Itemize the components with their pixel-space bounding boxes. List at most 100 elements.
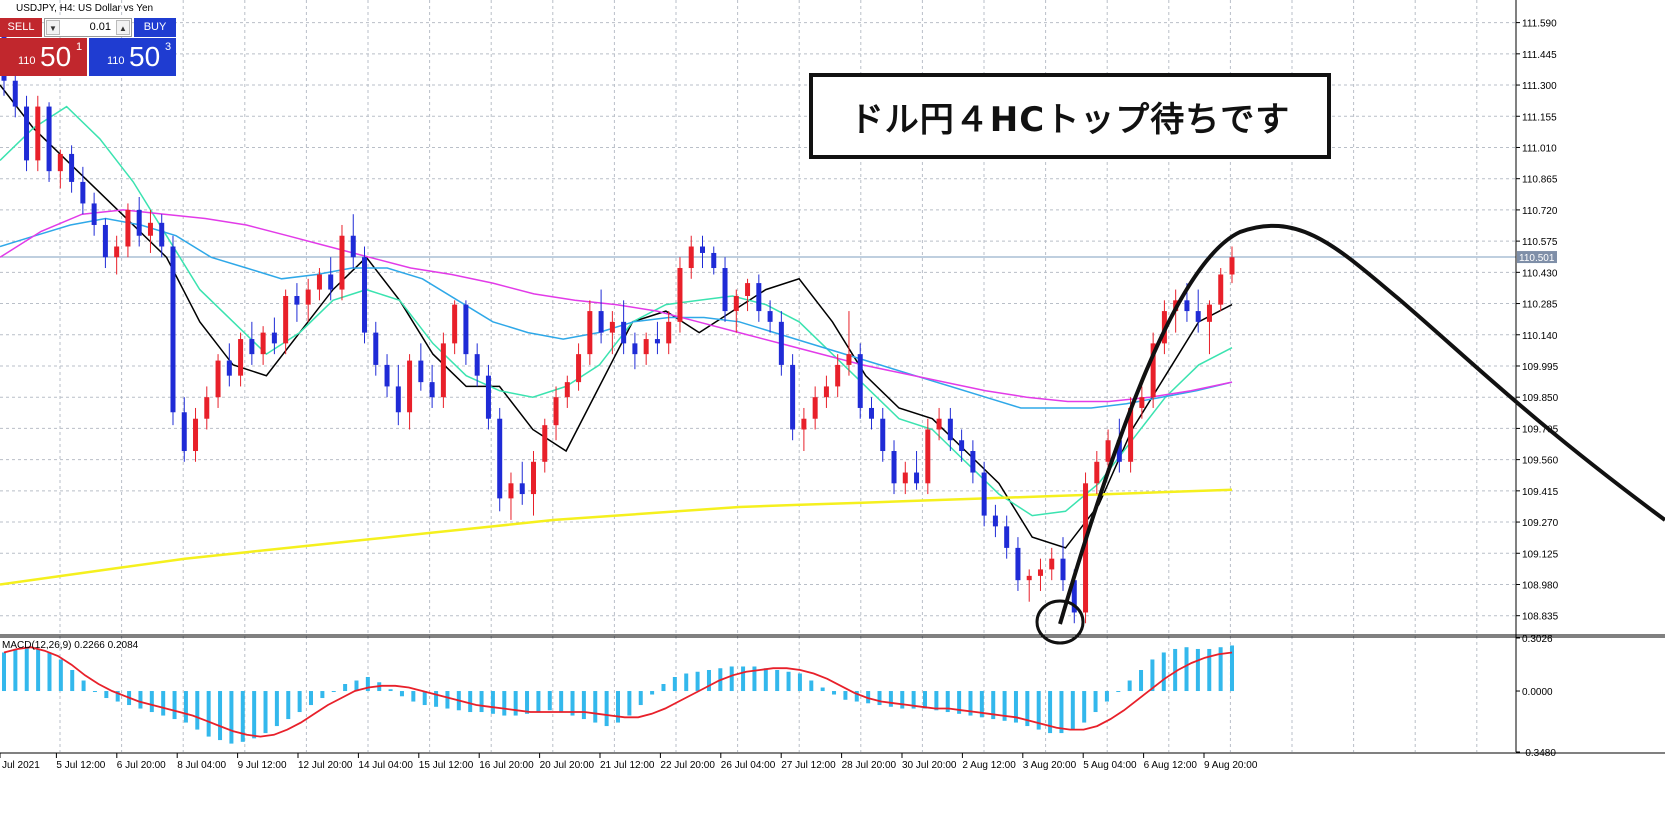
- macd-bar: [388, 689, 393, 692]
- price-tick-label: 109.415: [1522, 487, 1559, 498]
- bear-candle: [350, 235, 356, 258]
- macd-bar: [24, 647, 29, 692]
- bear-candle: [226, 360, 232, 376]
- lot-size-field[interactable]: ▼ 0.01 ▲: [44, 18, 132, 37]
- price-tick-label: 109.270: [1522, 518, 1559, 529]
- macd-bar: [1025, 691, 1030, 727]
- price-tick-label: 108.980: [1522, 580, 1559, 591]
- macd-bar: [1161, 652, 1166, 692]
- bull-candle: [1206, 304, 1212, 322]
- time-tick-label: 5 Jul 12:00: [56, 760, 105, 771]
- macd-bar: [979, 691, 984, 718]
- macd-bar: [47, 652, 52, 692]
- sell-price-sup: 1: [76, 41, 83, 53]
- macd-bar: [1127, 680, 1132, 692]
- macd-bar: [945, 691, 950, 713]
- macd-bar: [1036, 691, 1041, 730]
- macd-bar: [252, 691, 257, 739]
- macd-bar: [1059, 691, 1064, 734]
- time-tick-label: 21 Jul 12:00: [600, 760, 655, 771]
- macd-bar: [479, 691, 484, 713]
- macd-bar: [888, 691, 893, 707]
- bottom-circle: [1035, 599, 1085, 645]
- bull-candle: [609, 321, 615, 333]
- macd-bar: [536, 691, 541, 713]
- macd-bar: [1082, 691, 1087, 723]
- bull-candle: [666, 321, 672, 344]
- bear-candle: [136, 209, 142, 236]
- sell-button[interactable]: SELL: [0, 18, 42, 37]
- macd-bar: [1116, 691, 1121, 693]
- bear-candle: [519, 483, 525, 495]
- macd-bar: [1104, 691, 1109, 702]
- macd-bar: [775, 669, 780, 692]
- macd-bar: [866, 691, 871, 704]
- symbol-label: USDJPY, H4: US Dollar vs Yen: [16, 3, 153, 14]
- macd-bar: [1139, 669, 1144, 692]
- sell-price-button[interactable]: 110 50 1: [0, 38, 87, 76]
- macd-bar: [1218, 647, 1223, 692]
- price-tick-label: 110.140: [1522, 331, 1558, 342]
- macd-bar: [434, 691, 439, 707]
- bull-candle: [193, 418, 199, 452]
- bull-candle: [1128, 407, 1134, 462]
- buy-price-big: 50: [129, 41, 161, 72]
- macd-bar: [661, 684, 666, 692]
- macd-bar: [206, 691, 211, 737]
- macd-bar: [36, 648, 41, 692]
- bear-candle: [373, 332, 379, 365]
- time-tick-label: 28 Jul 20:00: [842, 760, 897, 771]
- price-tick-label: 111.300: [1522, 81, 1557, 92]
- macd-bar: [183, 691, 188, 723]
- lot-up-icon[interactable]: ▲: [116, 20, 130, 35]
- bull-candle: [1026, 575, 1032, 581]
- macd-bar: [161, 691, 166, 716]
- bear-candle: [632, 343, 638, 355]
- bear-candle: [970, 451, 976, 473]
- macd-bar: [309, 691, 313, 706]
- macd-bar: [13, 648, 18, 692]
- macd-bar: [1070, 691, 1075, 730]
- time-tick-label: 2 Aug 12:00: [962, 760, 1016, 771]
- time-tick-label: 30 Jul 20:00: [902, 760, 957, 771]
- macd-panel: [2, 645, 1234, 744]
- sell-price-small: 110: [18, 55, 36, 67]
- macd-bar: [729, 666, 734, 692]
- bull-candle: [508, 483, 514, 499]
- bear-candle: [12, 80, 18, 107]
- price-tick-label: 110.865: [1522, 175, 1558, 186]
- bull-candle: [745, 283, 751, 297]
- bull-candle: [316, 274, 322, 290]
- lot-down-icon[interactable]: ▼: [46, 20, 60, 35]
- macd-bar: [877, 691, 882, 706]
- bear-candle: [395, 386, 401, 413]
- macd-bar: [354, 680, 359, 692]
- time-tick-label: 22 Jul 20:00: [660, 760, 715, 771]
- buy-price-button[interactable]: 110 50 3: [89, 38, 176, 76]
- time-axis: Jul 2021 5 Jul 12:00 6 Jul 20:00 8 Jul 04:0…: [0, 753, 1258, 771]
- bear-candle: [485, 375, 491, 419]
- bull-candle: [688, 246, 694, 269]
- buy-button[interactable]: BUY: [134, 18, 176, 37]
- macd-bar: [638, 691, 643, 706]
- bear-candle: [880, 418, 886, 452]
- bull-candle: [1049, 558, 1055, 570]
- bear-candle: [170, 246, 176, 413]
- bull-candle: [576, 354, 582, 383]
- bear-candle: [654, 339, 660, 344]
- macd-bar: [991, 691, 996, 720]
- macd-bar: [1184, 647, 1189, 692]
- macd-bar: [1002, 691, 1007, 721]
- sell-price-big: 50: [40, 41, 72, 72]
- time-tick-label: 15 Jul 12:00: [419, 760, 474, 771]
- bear-candle: [756, 283, 762, 312]
- bear-candle: [328, 274, 334, 290]
- one-click-trading-panel: SELL ▼ 0.01 ▲ BUY 110 50 1 110 50 3: [0, 18, 176, 76]
- bull-candle: [1150, 343, 1156, 398]
- macd-bar: [172, 691, 177, 720]
- bear-candle: [69, 153, 75, 182]
- time-tick-label: 6 Jul 20:00: [117, 760, 166, 771]
- macd-bar: [195, 691, 200, 730]
- bear-candle: [271, 332, 277, 344]
- bear-candle: [1060, 558, 1066, 581]
